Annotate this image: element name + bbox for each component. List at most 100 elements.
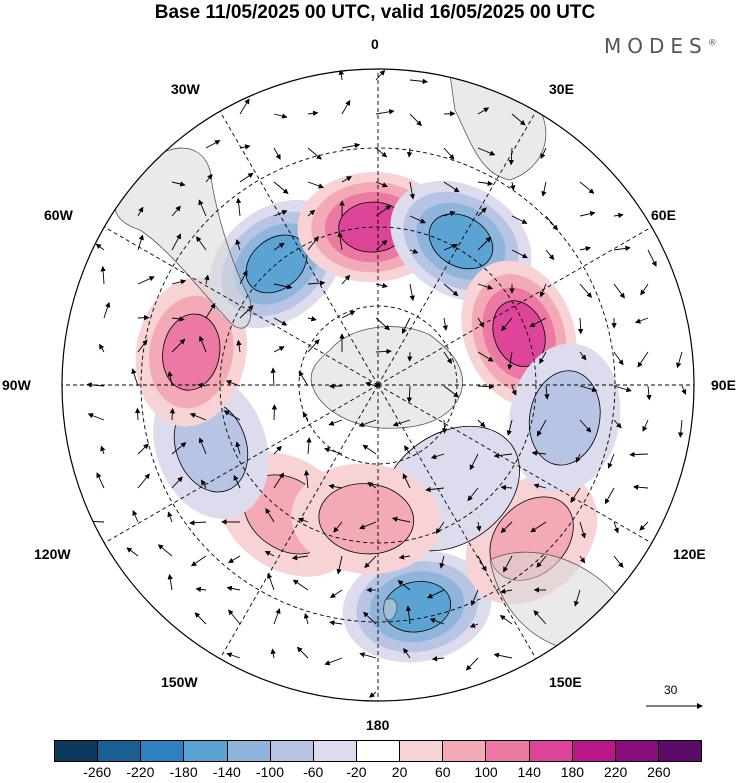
wind-vector-180 (328, 483, 343, 490)
colorbar-swatch-6 (313, 741, 357, 761)
wind-vector-232 (500, 588, 513, 594)
map-boundary (61, 68, 695, 702)
wind-vector-176 (201, 479, 207, 489)
map-title: Base 11/05/2025 00 UTC, valid 16/05/2025… (154, 2, 596, 23)
wind-vector-88 (205, 302, 216, 319)
wind-vector-11 (511, 113, 526, 126)
wind-vector-81 (539, 283, 547, 298)
wind-vector-17 (375, 147, 388, 158)
wind-vector-98 (529, 317, 547, 328)
wind-vector-76 (375, 282, 388, 289)
wind-vector-121 (131, 368, 139, 387)
wind-vector-219 (536, 555, 547, 568)
wind-vector-53 (171, 233, 182, 251)
wind-vector-92 (341, 310, 356, 319)
wind-vector-139 (134, 407, 141, 421)
wind-vector-167 (469, 453, 479, 471)
wind-vector-55 (235, 239, 241, 251)
wind-vector-113 (477, 351, 494, 362)
wind-vector-150 (506, 419, 513, 436)
wind-vector-161 (273, 445, 282, 455)
wind-vector-169 (531, 450, 547, 456)
wind-vector-68 (100, 265, 106, 285)
colorbar-swatch-3 (184, 741, 228, 761)
wind-vector-112 (443, 351, 452, 365)
wind-vector-119 (676, 351, 683, 369)
south-america-land (114, 147, 252, 329)
wind-vector-215 (398, 554, 411, 560)
wind-vector-69 (137, 276, 155, 285)
wind-vector-187 (570, 487, 581, 504)
lon-label-120e: 120E (673, 546, 706, 562)
wind-vector-114 (507, 351, 513, 370)
wind-vector-38 (198, 199, 207, 217)
wind-vector-71 (204, 274, 210, 285)
wind-vector-85 (103, 301, 111, 319)
wind-vector-105 (199, 335, 207, 353)
wind-vector-39 (235, 197, 242, 217)
wind-vector-251 (403, 647, 411, 659)
wind-vector-44 (409, 215, 426, 224)
wind-vector-6 (341, 99, 351, 115)
wind-vector-115 (539, 351, 547, 364)
new-zealand-land (383, 598, 398, 621)
wind-vector-182 (402, 473, 411, 489)
wind-vector-184 (467, 487, 479, 502)
wind-vector-211 (264, 550, 275, 557)
lon-label-180: 180 (366, 717, 390, 733)
wind-vector-227 (329, 589, 343, 598)
colorbar (54, 740, 702, 762)
lon-label-60w: 60W (44, 207, 73, 223)
wind-vector-189 (632, 484, 649, 490)
wind-vector-30 (409, 181, 415, 200)
wind-vector-208 (157, 544, 173, 557)
wind-vector-26 (273, 181, 289, 194)
colorbar-swatch-13 (615, 741, 659, 761)
wind-vector-177 (233, 474, 241, 489)
wind-vector-140 (169, 407, 176, 421)
colorbar-tick-label: -140 (212, 764, 241, 780)
wind-vector-65 (579, 246, 592, 252)
wind-vector-130 (443, 385, 460, 398)
wind-vector-123 (197, 382, 207, 389)
wind-vector-205 (613, 521, 619, 534)
wind-vector-170 (575, 453, 581, 463)
wind-vector-75 (341, 274, 351, 285)
wind-vector-79 (477, 283, 494, 290)
modes-logo: MODES® (604, 34, 717, 58)
wind-vector-146 (358, 419, 377, 427)
lon-label-30e: 30E (549, 81, 574, 97)
wind-vector-234 (573, 589, 581, 607)
wind-vector-148 (441, 419, 448, 434)
colorbar-swatch-8 (400, 741, 444, 761)
wind-vector-125 (270, 367, 276, 387)
wind-vector-116 (579, 351, 587, 361)
wind-vector-70 (171, 279, 187, 285)
wind-vector-237 (273, 608, 281, 625)
wind-vector-141 (189, 412, 207, 421)
wind-vector-117 (613, 351, 624, 366)
colorbar-swatch-10 (486, 741, 530, 761)
meridian-330 (377, 384, 537, 659)
wind-vector-201 (476, 521, 482, 532)
wind-vector-214 (364, 555, 377, 569)
wind-vector-241 (405, 605, 412, 625)
reference-vector-label: 30 (664, 683, 678, 697)
wind-vector-108 (307, 339, 320, 353)
wind-vector-3 (239, 98, 250, 115)
wind-vector-89 (239, 305, 254, 319)
colorbar-tick-label: -260 (83, 764, 112, 780)
wind-vector-195 (265, 508, 275, 523)
wind-vector-31 (443, 181, 460, 193)
colorbar-swatch-9 (443, 741, 487, 761)
anomaly-field (135, 172, 621, 663)
wind-vector-246 (226, 652, 241, 659)
wind-vector-171 (607, 453, 615, 469)
wind-vector-209 (190, 555, 207, 567)
wind-vector-181 (367, 481, 377, 489)
wind-vector-96 (477, 317, 484, 328)
meridian-120 (104, 226, 379, 386)
wind-vector-224 (226, 585, 241, 592)
wind-vector-54 (196, 236, 207, 251)
wind-vector-82 (579, 283, 592, 298)
